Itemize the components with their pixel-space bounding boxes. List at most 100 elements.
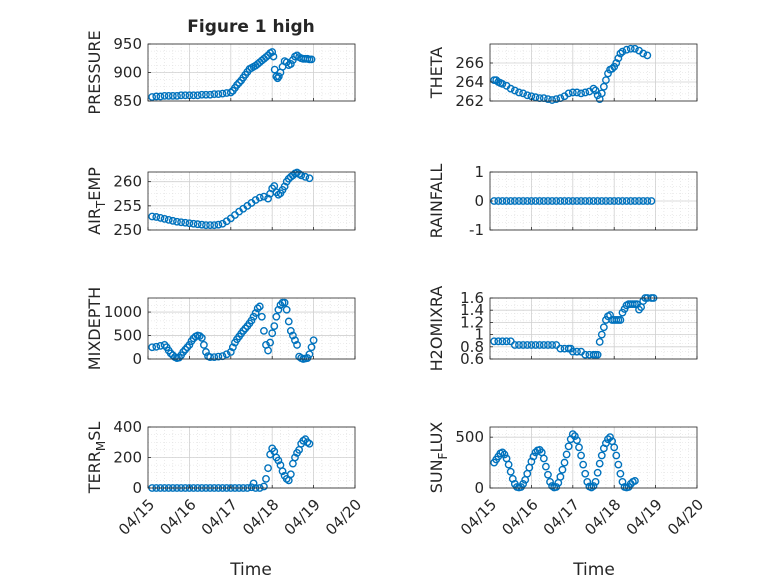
data-point xyxy=(202,348,210,356)
x-tick-label: 04/17 xyxy=(540,496,583,539)
data-point xyxy=(260,482,268,491)
data-point xyxy=(193,220,202,229)
data-point xyxy=(614,54,623,63)
x-tick-label: 04/18 xyxy=(239,496,282,539)
data-point xyxy=(626,44,635,53)
data-point xyxy=(247,483,256,492)
data-point xyxy=(506,467,515,476)
data-point xyxy=(616,469,625,478)
y-tick-label: 250 xyxy=(113,221,142,239)
y-tick-label: 0.6 xyxy=(460,350,484,368)
y-axis-label-main: AIR xyxy=(85,208,104,235)
data-point xyxy=(577,451,585,460)
data-point xyxy=(214,220,223,229)
y-tick-label: 950 xyxy=(113,35,142,53)
data-point xyxy=(156,92,165,101)
data-point xyxy=(639,197,648,205)
data-point xyxy=(529,452,538,461)
data-point xyxy=(301,172,310,181)
y-axis-label-main: SUN xyxy=(427,459,446,493)
data-point xyxy=(218,89,227,98)
data-point xyxy=(309,336,318,345)
data-point xyxy=(606,433,614,442)
y-axis-label: THETA xyxy=(427,47,446,99)
data-point xyxy=(568,347,577,356)
data-point xyxy=(523,341,532,349)
subplot-air_temp: 250 255 260 AIRTEMP xyxy=(85,167,356,239)
data-point xyxy=(291,336,299,345)
y-tick-label: 0.8 xyxy=(460,338,484,356)
data-point xyxy=(544,95,552,104)
data-point xyxy=(531,93,540,102)
y-axis-label-subscript: F xyxy=(436,452,450,459)
data-point xyxy=(614,460,623,469)
data-point xyxy=(564,442,573,451)
data-point xyxy=(494,337,503,346)
y-tick-label: 400 xyxy=(113,418,142,436)
y-tick-label: 262 xyxy=(455,92,484,110)
data-point xyxy=(616,316,625,324)
data-point xyxy=(531,197,540,205)
y-tick-label: 900 xyxy=(113,64,142,82)
data-point xyxy=(539,197,548,205)
y-tick-label: 0 xyxy=(132,479,142,497)
data-point xyxy=(562,450,571,459)
data-point xyxy=(185,219,194,228)
y-axis-label: H2OMIXRA xyxy=(427,286,446,372)
data-point xyxy=(593,197,602,205)
data-point xyxy=(214,352,223,361)
data-point xyxy=(168,216,177,225)
data-point xyxy=(556,197,565,205)
data-point xyxy=(164,91,173,100)
data-point xyxy=(531,341,540,349)
y-axis-label-main: THETA xyxy=(427,47,446,99)
data-point xyxy=(631,44,639,53)
data-point xyxy=(168,91,177,100)
data-point xyxy=(510,86,519,95)
y-tick-label: 850 xyxy=(113,92,142,110)
data-point xyxy=(564,197,573,205)
data-point xyxy=(523,197,532,205)
data-point xyxy=(500,450,509,459)
data-point xyxy=(268,48,277,56)
axes-box xyxy=(147,171,356,231)
data-point xyxy=(604,69,612,78)
data-point xyxy=(597,330,606,339)
data-point xyxy=(556,344,565,353)
data-point xyxy=(614,197,623,205)
x-tick-label: 04/20 xyxy=(664,496,707,539)
y-axis-label: SUNFLUX xyxy=(427,422,450,494)
data-point xyxy=(591,477,600,486)
data-point xyxy=(266,338,275,347)
y-tick-label: 1 xyxy=(474,163,484,181)
y-tick-label: 0 xyxy=(474,479,484,497)
data-point xyxy=(260,326,268,335)
data-point xyxy=(262,53,270,62)
data-point xyxy=(177,218,186,227)
data-point xyxy=(610,197,619,205)
data-point xyxy=(527,341,536,349)
data-point xyxy=(195,332,204,340)
data-point xyxy=(643,197,652,205)
data-point xyxy=(552,197,561,205)
data-point xyxy=(589,84,598,93)
data-point xyxy=(226,348,235,356)
data-point xyxy=(286,326,295,335)
y-tick-label: 1000 xyxy=(104,303,142,321)
data-point xyxy=(568,197,577,205)
data-point xyxy=(510,197,519,205)
data-point xyxy=(589,482,598,490)
data-point xyxy=(206,353,215,362)
y-axis-label: PRESSURE xyxy=(85,30,104,114)
subplot-pressure: 850 900 950 PRESSURE xyxy=(85,30,356,115)
subplot-h2omixra: 0.60.811.21.41.6 H2OMIXRA xyxy=(427,286,698,372)
data-point xyxy=(148,93,157,101)
data-point xyxy=(552,95,561,104)
data-point xyxy=(589,197,598,205)
data-point xyxy=(235,78,243,87)
data-point xyxy=(523,91,532,100)
data-point xyxy=(152,92,161,101)
